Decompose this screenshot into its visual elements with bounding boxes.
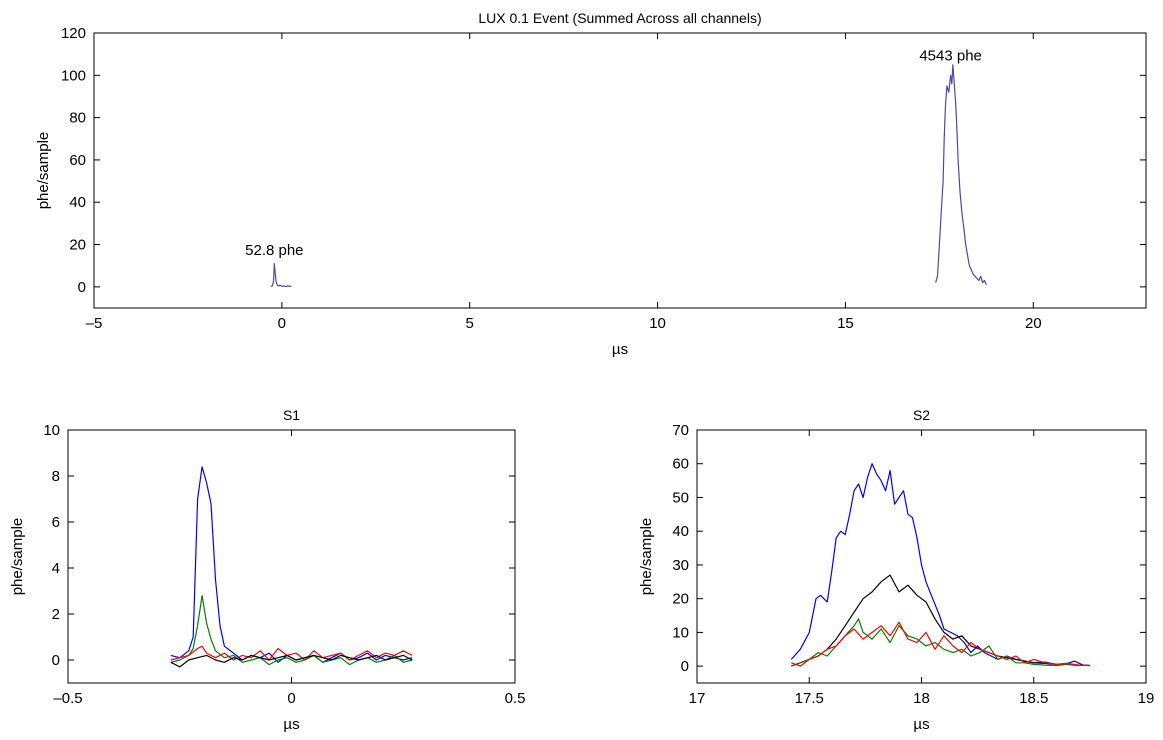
series-group (790, 463, 1090, 667)
y-tick-label: 10 (43, 422, 60, 439)
y-tick-label: 8 (52, 468, 60, 485)
x-tick-label: 20 (1025, 315, 1042, 332)
x-tick-label: 17.5 (795, 690, 824, 707)
y-tick-label: 40 (672, 523, 689, 540)
y-tick-label: 4 (52, 560, 60, 577)
x-axis-label: µs (913, 716, 929, 733)
y-axis-label: phe/sample (9, 518, 26, 596)
x-tick-label: 15 (837, 315, 854, 332)
y-tick-label: 40 (69, 194, 86, 211)
x-tick-label: 19 (1138, 690, 1155, 707)
chart-overview: –5 0 5 10 15 20 0 20 40 60 80 100 120 LUX 0.1 Event (… (35, 10, 1147, 358)
series-line-s1-3-0 (170, 654, 413, 668)
y-tick-label: 10 (672, 624, 689, 641)
y-tick-label: 0 (52, 652, 60, 669)
x-tick-label: 0 (287, 690, 295, 707)
x-tick-label: 18 (913, 690, 930, 707)
x-axis-label: µs (283, 716, 299, 733)
x-tick-label: 0.5 (505, 690, 526, 707)
y-tick-label: 60 (69, 152, 86, 169)
y-tick-label: 30 (672, 557, 689, 574)
series-group (170, 466, 413, 668)
y-tick-label: 20 (672, 591, 689, 608)
chart-title: S1 (283, 407, 300, 423)
y-tick-label: 120 (61, 25, 86, 42)
y-tick-label: 60 (672, 456, 689, 473)
annotation-label: 52.8 phe (245, 242, 303, 259)
y-tick-label: 80 (69, 110, 86, 127)
series-line-overview-0-1 (935, 64, 987, 285)
series-group (270, 64, 987, 288)
x-tick-label: –5 (86, 315, 103, 332)
plot-frame-s1 (67, 429, 516, 684)
plot-frame-overview (93, 32, 1147, 309)
annotation-label: 4543 phe (919, 48, 982, 65)
x-tick-label: –0.5 (53, 690, 82, 707)
chart-title: S2 (913, 407, 930, 423)
y-tick-label: 20 (69, 237, 86, 254)
x-tick-label: 10 (649, 315, 666, 332)
series-line-s2-0-0 (790, 463, 1090, 667)
chart-title: LUX 0.1 Event (Summed Across all channel… (478, 10, 761, 26)
series-line-s1-0-0 (170, 466, 413, 663)
x-axis-label: µs (612, 341, 628, 358)
y-tick-label: 50 (672, 489, 689, 506)
series-line-s2-2-0 (791, 618, 1079, 667)
x-tick-label: 0 (278, 315, 286, 332)
y-tick-label: 6 (52, 514, 60, 531)
series-line-s2-1-0 (791, 574, 1090, 667)
chart-s1: –0.5 0 0.5 0 2 4 6 8 10 S1 µs phe/sample (9, 407, 525, 733)
y-tick-label: 0 (681, 658, 689, 675)
y-axis-label: phe/sample (35, 132, 52, 210)
y-axis-label: phe/sample (638, 518, 655, 596)
x-tick-label: 17 (689, 690, 706, 707)
chart-s2: 17 17.5 18 18.5 19 0 10 20 30 40 50 60 70 S2 µs phe/sam… (638, 407, 1154, 733)
series-line-s2-3-0 (791, 621, 1090, 667)
y-tick-label: 70 (672, 422, 689, 439)
y-tick-label: 2 (52, 606, 60, 623)
x-tick-label: 5 (466, 315, 474, 332)
x-tick-label: 18.5 (1019, 690, 1048, 707)
y-tick-label: 100 (61, 67, 86, 84)
y-tick-label: 0 (78, 279, 86, 296)
series-line-overview-0-0 (270, 263, 292, 288)
plot-frame-s2 (696, 429, 1147, 684)
